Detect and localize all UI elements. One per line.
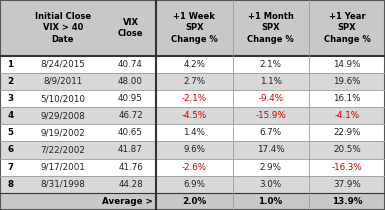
Text: 17.4%: 17.4% xyxy=(257,146,285,155)
Text: 1.4%: 1.4% xyxy=(183,128,206,137)
Text: 37.9%: 37.9% xyxy=(333,180,361,189)
Text: 44.28: 44.28 xyxy=(118,180,143,189)
Text: 46.72: 46.72 xyxy=(118,111,143,120)
Text: -15.9%: -15.9% xyxy=(255,111,286,120)
Text: 2.9%: 2.9% xyxy=(259,163,282,172)
Text: -4.5%: -4.5% xyxy=(182,111,207,120)
Text: -4.1%: -4.1% xyxy=(334,111,360,120)
Text: +1 Month
SPX
Change %: +1 Month SPX Change % xyxy=(247,12,294,44)
Text: 8/9/2011: 8/9/2011 xyxy=(43,77,82,86)
Text: 2.0%: 2.0% xyxy=(182,197,206,206)
Text: +1 Year
SPX
Change %: +1 Year SPX Change % xyxy=(323,12,370,44)
Text: 2.1%: 2.1% xyxy=(259,60,282,69)
Text: 8/31/1998: 8/31/1998 xyxy=(40,180,85,189)
Text: 9.6%: 9.6% xyxy=(183,146,206,155)
Text: +1 Week
SPX
Change %: +1 Week SPX Change % xyxy=(171,12,218,44)
Text: 13.9%: 13.9% xyxy=(331,197,362,206)
Text: 2: 2 xyxy=(7,77,13,86)
Text: 4: 4 xyxy=(7,111,13,120)
Text: 40.74: 40.74 xyxy=(118,60,143,69)
Text: 3.0%: 3.0% xyxy=(259,180,282,189)
Text: 8/24/2015: 8/24/2015 xyxy=(40,60,85,69)
Text: 48.00: 48.00 xyxy=(118,77,143,86)
Text: VIX
Close: VIX Close xyxy=(118,18,143,38)
Bar xyxy=(0,124,385,141)
Bar xyxy=(0,176,385,193)
Text: 9/19/2002: 9/19/2002 xyxy=(40,128,85,137)
Text: 41.87: 41.87 xyxy=(118,146,143,155)
Text: 1.1%: 1.1% xyxy=(259,77,282,86)
Text: 6.9%: 6.9% xyxy=(183,180,206,189)
Text: -2.6%: -2.6% xyxy=(182,163,207,172)
Text: 3: 3 xyxy=(7,94,13,103)
Text: 41.76: 41.76 xyxy=(118,163,143,172)
Bar xyxy=(0,193,385,210)
Text: 5: 5 xyxy=(7,128,13,137)
Text: 19.6%: 19.6% xyxy=(333,77,361,86)
Text: 9/29/2008: 9/29/2008 xyxy=(40,111,85,120)
Text: Average >: Average > xyxy=(102,197,152,206)
Text: 6.7%: 6.7% xyxy=(259,128,282,137)
Text: 14.9%: 14.9% xyxy=(333,60,361,69)
Text: 2.7%: 2.7% xyxy=(183,77,206,86)
Bar xyxy=(0,0,385,56)
Text: -16.3%: -16.3% xyxy=(331,163,362,172)
Text: 1.0%: 1.0% xyxy=(258,197,283,206)
Text: 20.5%: 20.5% xyxy=(333,146,361,155)
Bar xyxy=(0,141,385,159)
Text: -9.4%: -9.4% xyxy=(258,94,283,103)
Bar xyxy=(0,73,385,90)
Text: 7/22/2002: 7/22/2002 xyxy=(40,146,85,155)
Bar xyxy=(0,56,385,73)
Text: 4.2%: 4.2% xyxy=(183,60,206,69)
Bar xyxy=(0,107,385,124)
Text: 8: 8 xyxy=(7,180,13,189)
Text: -2.1%: -2.1% xyxy=(182,94,207,103)
Text: 9/17/2001: 9/17/2001 xyxy=(40,163,85,172)
Text: 16.1%: 16.1% xyxy=(333,94,361,103)
Text: 40.95: 40.95 xyxy=(118,94,143,103)
Text: 5/10/2010: 5/10/2010 xyxy=(40,94,85,103)
Text: Initial Close
VIX > 40
Date: Initial Close VIX > 40 Date xyxy=(35,12,91,44)
Text: 7: 7 xyxy=(7,163,13,172)
Bar xyxy=(0,90,385,107)
Text: 22.9%: 22.9% xyxy=(333,128,361,137)
Text: 1: 1 xyxy=(7,60,13,69)
Text: 6: 6 xyxy=(7,146,13,155)
Text: 40.65: 40.65 xyxy=(118,128,143,137)
Bar xyxy=(0,159,385,176)
